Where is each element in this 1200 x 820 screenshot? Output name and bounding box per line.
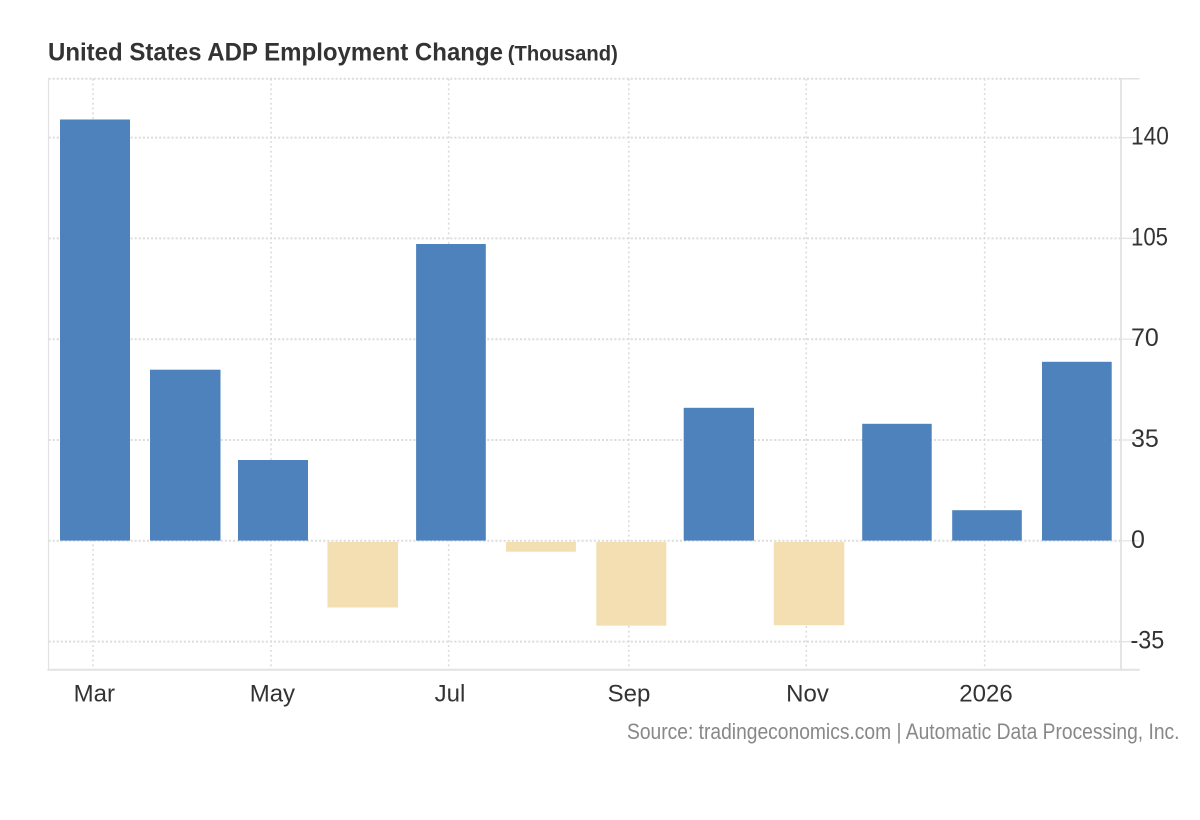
svg-text:140: 140 xyxy=(1131,123,1169,151)
svg-text:Nov: Nov xyxy=(786,680,829,707)
svg-text:Source: tradingeconomics.com |: Source: tradingeconomics.com | Automatic… xyxy=(627,719,1180,744)
svg-text:105: 105 xyxy=(1131,223,1168,251)
svg-text:-35: -35 xyxy=(1131,627,1165,655)
svg-text:2026: 2026 xyxy=(959,680,1012,707)
svg-text:(Thousand): (Thousand) xyxy=(508,43,618,66)
svg-text:Jul: Jul xyxy=(435,680,466,707)
svg-text:United States ADP Employment C: United States ADP Employment Change xyxy=(48,39,503,67)
svg-text:Sep: Sep xyxy=(608,680,651,707)
svg-text:0: 0 xyxy=(1131,526,1145,554)
svg-text:Mar: Mar xyxy=(74,680,115,707)
svg-text:35: 35 xyxy=(1131,425,1159,453)
svg-text:May: May xyxy=(250,680,295,707)
svg-text:70: 70 xyxy=(1131,324,1159,352)
